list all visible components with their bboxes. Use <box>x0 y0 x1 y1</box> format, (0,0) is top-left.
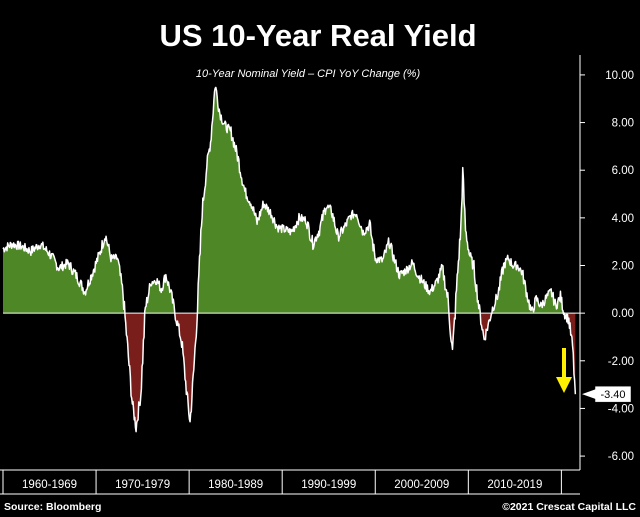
y-tick-label: 6.00 <box>612 165 634 177</box>
y-tick-label: 0.00 <box>612 308 634 320</box>
last-value-callout-pointer <box>582 389 596 400</box>
line-layer <box>2 86 577 433</box>
chart-subtitle: 10-Year Nominal Yield – CPI YoY Change (… <box>196 68 421 80</box>
y-tick-label: 10.00 <box>605 70 634 82</box>
y-tick-label: -6.00 <box>608 451 634 463</box>
down-arrow-icon <box>556 348 572 393</box>
series-line <box>2 86 577 433</box>
positive-area <box>3 87 565 314</box>
axis-layer <box>0 55 585 495</box>
x-category-label: 2010-2019 <box>487 479 542 491</box>
last-value-callout-text: -3.40 <box>600 389 625 401</box>
annotation-layer: -3.40 <box>556 348 632 403</box>
x-category-label: 1980-1989 <box>208 479 263 491</box>
source-label: Source: Bloomberg <box>4 501 101 513</box>
chart-title: US 10-Year Real Yield <box>159 18 476 53</box>
y-tick-label: 4.00 <box>612 213 634 225</box>
down-arrow-head <box>556 377 572 393</box>
y-tick-label: -2.00 <box>608 356 634 368</box>
y-tick-label: 8.00 <box>612 118 634 130</box>
y-tick-label: -4.00 <box>608 403 634 415</box>
x-category-labels: 1960-1969 1970-1979 1980-1989 1990-1999 2000… <box>22 479 542 491</box>
x-category-label: 1970-1979 <box>115 479 170 491</box>
y-tick-label: 2.00 <box>612 261 634 273</box>
x-category-label: 1960-1969 <box>22 479 77 491</box>
x-category-label: 1990-1999 <box>301 479 356 491</box>
y-tick-labels: 10.00 8.00 6.00 4.00 2.00 0.00 -2.00 -4.00 -6.00 <box>605 70 634 463</box>
x-category-label: 2000-2009 <box>394 479 449 491</box>
copyright-label: ©2021 Crescat Capital LLC <box>502 501 636 513</box>
area-layer <box>3 87 576 432</box>
